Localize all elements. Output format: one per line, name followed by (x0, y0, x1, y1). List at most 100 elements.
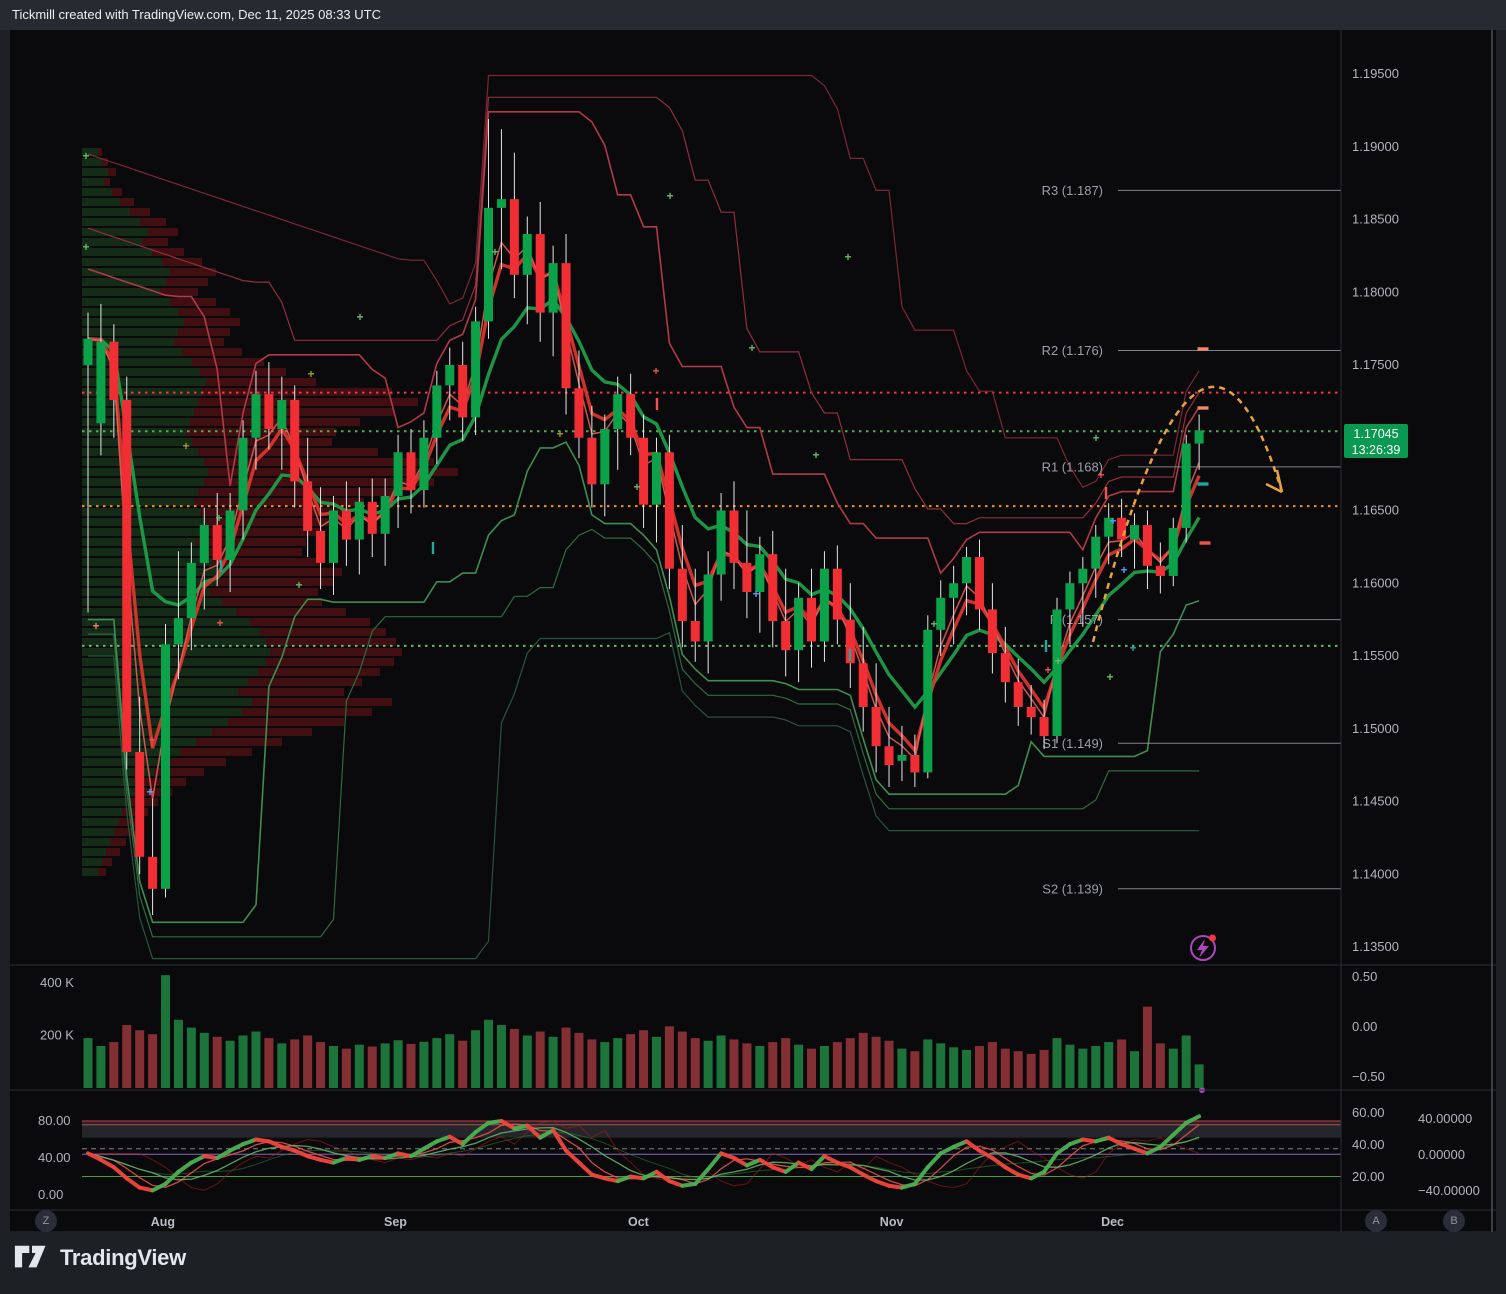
volume-bar (794, 1044, 804, 1088)
volume-bar (161, 975, 171, 1088)
volume-bar (277, 1043, 287, 1088)
price-axis-label: 1.19500 (1352, 66, 1399, 81)
month-label: Oct (628, 1215, 650, 1229)
flash-icon[interactable] (1190, 934, 1216, 961)
timezone-button[interactable]: Z (35, 1210, 57, 1232)
tradingview-logo-icon (14, 1245, 46, 1268)
svg-text:+: + (748, 341, 755, 355)
candle-body (962, 557, 972, 584)
candle-body (768, 554, 778, 622)
svg-text:+: + (216, 616, 223, 630)
volume-bar (148, 1034, 158, 1088)
volume-pane[interactable] (83, 975, 1204, 1088)
volume-bar (1013, 1051, 1023, 1088)
price-scale[interactable]: 1.19500 1.19000 1.18500 1.18000 1.17500 1.165… (1352, 66, 1399, 954)
volume-bar (96, 1046, 106, 1088)
volume-profile (82, 148, 458, 876)
volume-bar (1052, 1038, 1062, 1088)
candle-body (316, 530, 326, 563)
volume-scale[interactable]: 400 K 200 K 0.50 0.00 −0.50 (40, 969, 1385, 1084)
candle-body (651, 452, 661, 505)
pivot-label: R2 (1.176) (1042, 343, 1103, 358)
candle-body (1130, 525, 1140, 540)
candle-body (639, 437, 649, 505)
volume-bar (135, 1030, 145, 1088)
candle-body (303, 481, 313, 531)
candle-body (923, 629, 933, 773)
volume-bar (354, 1044, 364, 1088)
arc-annotation[interactable] (1091, 385, 1284, 643)
volume-bar (561, 1027, 571, 1088)
oscillator-scale[interactable]: 80.00 40.00 0.00 60.00 40.00 20.00 40.00000 0.0… (38, 1105, 1480, 1202)
volume-bar (962, 1049, 972, 1088)
volume-bar (600, 1042, 610, 1088)
svg-text:+: + (182, 439, 189, 453)
oscillator-right-axis-label: 40.00 (1352, 1137, 1385, 1152)
candle-body (1181, 443, 1191, 528)
candle-body (341, 510, 351, 540)
scale-b-button[interactable]: B (1443, 1210, 1465, 1232)
svg-text:+: + (307, 367, 314, 381)
candle-body (548, 263, 558, 313)
volume-bar (341, 1048, 351, 1088)
scale-a-button[interactable]: A (1365, 1210, 1387, 1232)
price-axis-label: 1.15000 (1352, 721, 1399, 736)
volume-bar (264, 1038, 274, 1088)
candle-body (858, 663, 868, 707)
volume-bar (651, 1036, 661, 1088)
volume-bar (807, 1048, 817, 1088)
candle-body (1013, 682, 1023, 707)
candle-body (600, 429, 610, 485)
candle-body (832, 568, 842, 620)
volume-bar (1181, 1035, 1191, 1088)
candle-body (251, 394, 261, 438)
svg-text:+: + (146, 785, 153, 799)
volume-bar (923, 1039, 933, 1088)
candle-body (277, 399, 287, 430)
candle-body (613, 394, 623, 430)
svg-text:+: + (1109, 514, 1116, 528)
candle-body (910, 754, 920, 773)
pivot-label: S1 (1.149) (1042, 736, 1103, 751)
volume-bar (328, 1046, 338, 1088)
candle-body (703, 574, 713, 642)
volume-bar (716, 1035, 726, 1088)
candle-body (393, 452, 403, 496)
svg-text:+: + (1044, 663, 1051, 677)
candle-body (897, 754, 907, 761)
volume-bar (729, 1039, 739, 1088)
svg-text:+: + (652, 364, 659, 378)
price-axis-label: 1.14500 (1352, 794, 1399, 809)
price-axis-label: 1.18500 (1352, 212, 1399, 227)
volume-bar (238, 1035, 248, 1088)
volume-bar (1091, 1046, 1101, 1088)
svg-text:+: + (491, 245, 498, 259)
candle-body (225, 510, 235, 560)
volume-bar (109, 1042, 119, 1088)
volume-bar (173, 1019, 183, 1088)
svg-text:+: + (633, 480, 640, 494)
volume-bar (251, 1031, 261, 1088)
candle-body (212, 525, 222, 560)
svg-text:+: + (930, 617, 937, 631)
candle-body (1168, 527, 1178, 576)
volume-axis-label: 400 K (40, 975, 74, 990)
volume-bar (613, 1038, 623, 1088)
candle-body (884, 746, 894, 766)
candle-body (1065, 583, 1075, 610)
time-scale[interactable]: Aug Sep Oct Nov Dec (151, 1215, 1124, 1229)
volume-bar (936, 1043, 946, 1088)
footer: TradingView (0, 1232, 1506, 1294)
candle-body (1104, 517, 1114, 537)
candle-body (471, 321, 481, 418)
oscillator-pane[interactable] (82, 1114, 1341, 1193)
candle-body (496, 199, 506, 208)
candle-body (484, 207, 494, 322)
volume-bar (199, 1032, 209, 1088)
volume-bar (664, 1026, 674, 1088)
volume-bar (574, 1032, 584, 1088)
main-pane[interactable]: R3 (1.187) R2 (1.176) R1 (1.168) P (1.157) S… (82, 74, 1341, 961)
signal-markers: + + + † + + + + + + + + + + + + + + + + + + + + + + + + + (82, 149, 1211, 799)
candle-body (755, 554, 765, 592)
